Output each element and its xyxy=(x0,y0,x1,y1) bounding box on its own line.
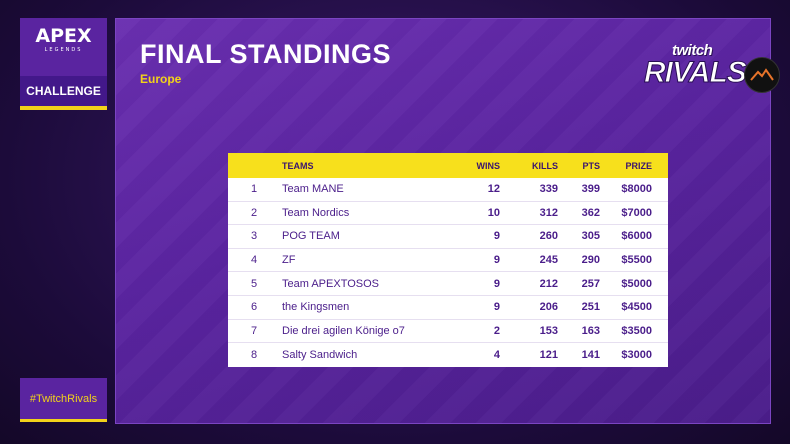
prize-cell: $8000 xyxy=(621,183,652,196)
challenge-label: CHALLENGE xyxy=(20,76,107,106)
mountain-logo-icon xyxy=(744,57,780,93)
team-cell: Team MANE xyxy=(282,183,344,196)
team-cell: Team APEXTOSOS xyxy=(282,277,380,290)
rank-cell: 5 xyxy=(250,277,258,290)
kills-cell: 153 xyxy=(539,324,558,337)
wins-cell: 9 xyxy=(493,277,500,290)
wins-cell: 9 xyxy=(493,230,500,243)
wins-cell: 2 xyxy=(493,324,500,337)
kills-cell: 245 xyxy=(539,254,558,267)
team-cell: ZF xyxy=(282,254,296,267)
twitch-logo-text: twitch xyxy=(672,42,713,59)
kills-cell: 339 xyxy=(539,183,558,196)
kills-cell: 212 xyxy=(539,277,558,290)
team-cell: the Kingsmen xyxy=(282,301,350,314)
rank-cell: 4 xyxy=(250,254,258,267)
col-pts: PTS xyxy=(582,160,600,171)
table-row: 5 Team APEXTOSOS 9 212 257 $5000 xyxy=(228,272,668,296)
pts-cell: 399 xyxy=(581,183,600,196)
wins-cell: 12 xyxy=(487,183,500,196)
rivals-logo-text: RIVALS xyxy=(644,56,748,90)
wins-cell: 4 xyxy=(493,348,500,361)
rank-cell: 6 xyxy=(250,301,258,314)
team-cell: Team Nordics xyxy=(282,206,350,219)
prize-cell: $3500 xyxy=(621,324,652,337)
col-wins: WINS xyxy=(476,160,501,171)
wins-cell: 10 xyxy=(487,206,500,219)
table-header: TEAMS WINS KILLS PTS PRIZE xyxy=(228,153,668,178)
pts-cell: 290 xyxy=(581,254,600,267)
pts-cell: 141 xyxy=(581,348,600,361)
team-cell: Salty Sandwich xyxy=(282,348,358,361)
page-title: FINAL STANDINGS xyxy=(140,39,392,69)
prize-cell: $6000 xyxy=(621,230,652,243)
apex-legends-logo: APEX LEGENDS CHALLENGE xyxy=(20,18,107,110)
prize-cell: $5500 xyxy=(621,254,652,267)
pts-cell: 251 xyxy=(581,301,600,314)
kills-cell: 121 xyxy=(539,348,558,361)
rank-cell: 7 xyxy=(250,324,258,337)
rank-cell: 1 xyxy=(250,183,258,196)
standings-table: TEAMS WINS KILLS PTS PRIZE 1 Team MANE 1… xyxy=(228,153,668,367)
wins-cell: 9 xyxy=(493,301,500,314)
apex-logo-text: APEX xyxy=(35,25,92,47)
kills-cell: 206 xyxy=(539,301,558,314)
pts-cell: 163 xyxy=(581,324,600,337)
table-row: 8 Salty Sandwich 4 121 141 $3000 xyxy=(228,343,668,367)
table-row: 3 POG TEAM 9 260 305 $6000 xyxy=(228,225,668,249)
prize-cell: $4500 xyxy=(621,301,652,314)
col-kills: KILLS xyxy=(532,160,558,171)
wins-cell: 9 xyxy=(493,254,500,267)
kills-cell: 312 xyxy=(539,206,558,219)
pts-cell: 305 xyxy=(581,230,600,243)
rank-cell: 3 xyxy=(250,230,258,243)
table-row: 2 Team Nordics 10 312 362 $7000 xyxy=(228,202,668,226)
table-row: 7 Die drei agilen Könige o7 2 153 163 $3… xyxy=(228,320,668,344)
pts-cell: 362 xyxy=(581,206,600,219)
table-row: 1 Team MANE 12 339 399 $8000 xyxy=(228,178,668,202)
prize-cell: $3000 xyxy=(621,348,652,361)
pts-cell: 257 xyxy=(581,277,600,290)
hashtag-badge: #TwitchRivals xyxy=(20,378,107,422)
region-label: Europe xyxy=(140,72,182,86)
table-row: 4 ZF 9 245 290 $5500 xyxy=(228,249,668,273)
rank-cell: 8 xyxy=(250,348,258,361)
team-cell: Die drei agilen Könige o7 xyxy=(282,324,405,337)
legends-logo-text: LEGENDS xyxy=(44,47,83,53)
prize-cell: $7000 xyxy=(621,206,652,219)
team-cell: POG TEAM xyxy=(282,230,340,243)
table-row: 6 the Kingsmen 9 206 251 $4500 xyxy=(228,296,668,320)
mountain-icon xyxy=(750,68,774,81)
rank-cell: 2 xyxy=(250,206,258,219)
kills-cell: 260 xyxy=(539,230,558,243)
col-prize: PRIZE xyxy=(625,160,652,171)
prize-cell: $5000 xyxy=(621,277,652,290)
col-teams: TEAMS xyxy=(282,160,314,171)
